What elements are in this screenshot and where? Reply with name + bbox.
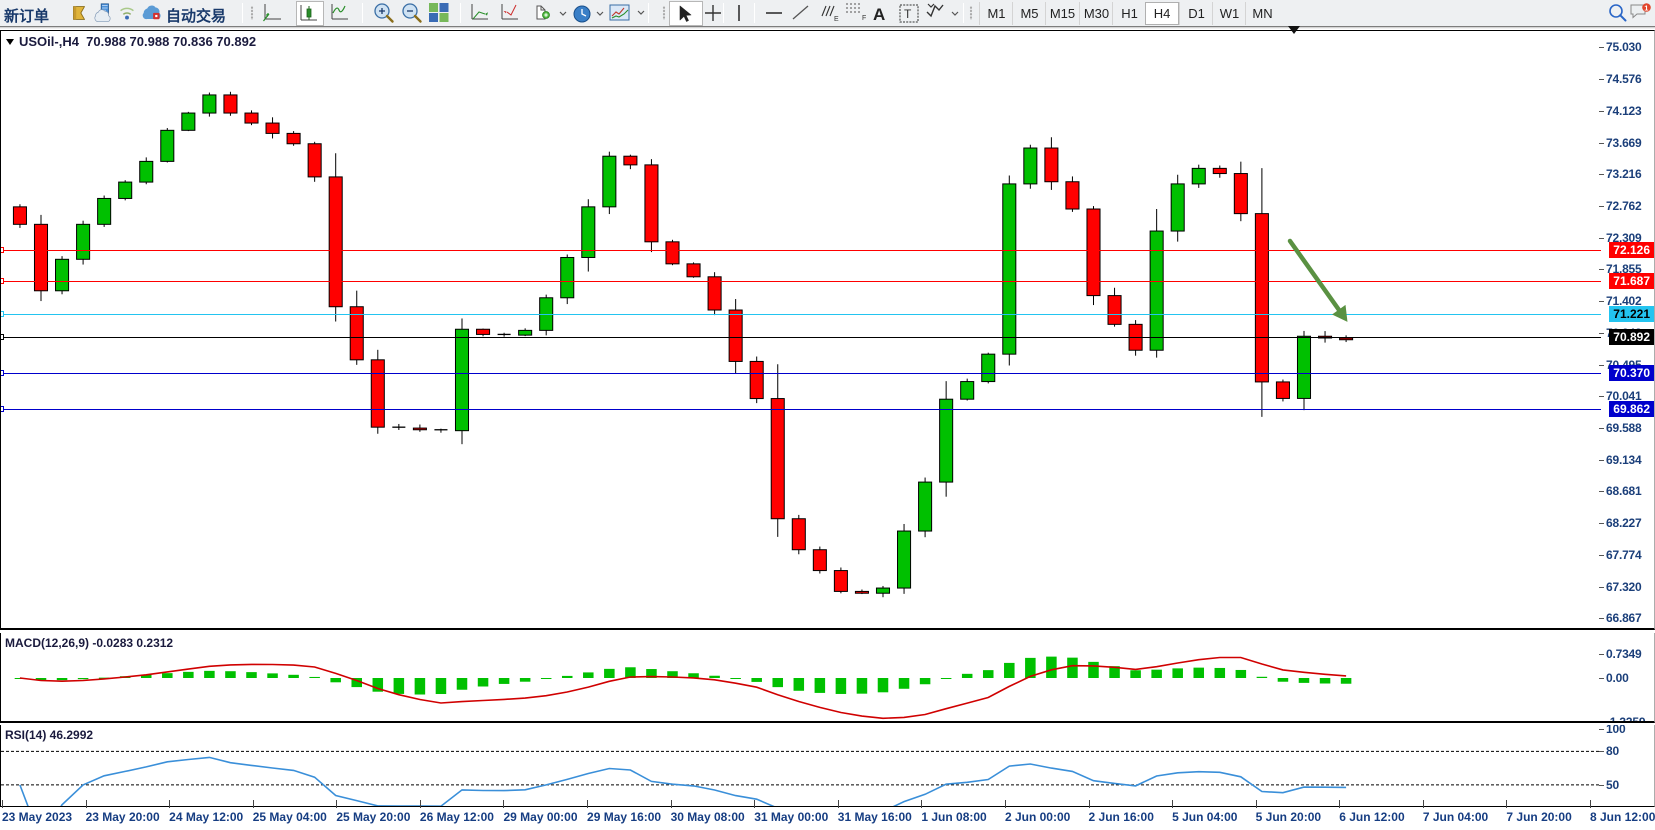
svg-text:T: T bbox=[904, 7, 912, 21]
svg-text:1: 1 bbox=[1644, 3, 1648, 12]
svg-text:E: E bbox=[834, 16, 839, 22]
svg-text:F: F bbox=[862, 15, 866, 22]
